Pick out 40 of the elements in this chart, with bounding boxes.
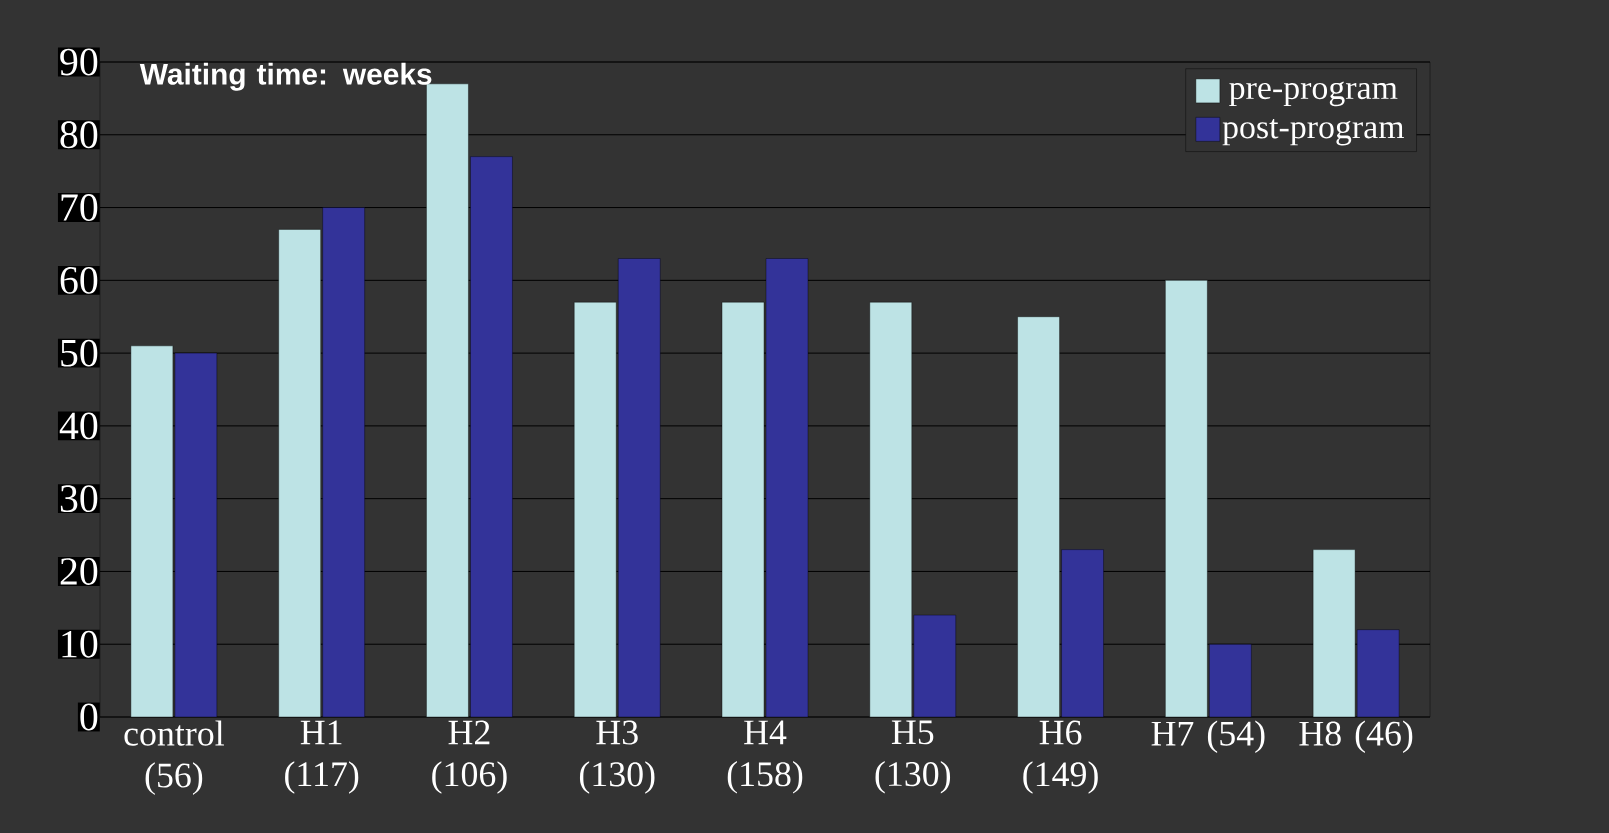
y-tick-label: 50 bbox=[61, 339, 98, 367]
bar bbox=[722, 302, 765, 717]
bar bbox=[766, 258, 808, 717]
y-tick-label: 40 bbox=[59, 412, 98, 440]
x-tick-label: control (56) bbox=[124, 720, 224, 795]
chart-title: Waiting time: weeks bbox=[139, 62, 432, 91]
y-tick-label: 30 bbox=[60, 485, 98, 513]
bar bbox=[426, 83, 469, 717]
y-tick-label: 0 bbox=[80, 703, 98, 731]
bar bbox=[1017, 316, 1060, 717]
bar bbox=[913, 615, 956, 717]
bar bbox=[1209, 644, 1252, 717]
bar bbox=[1165, 280, 1208, 717]
x-tick-label: H7 (54) bbox=[1151, 720, 1265, 754]
bar bbox=[618, 258, 661, 717]
y-tick-label: 90 bbox=[60, 48, 98, 76]
x-tick-label: H4 (158) bbox=[727, 720, 803, 794]
x-tick-label: H3 (130) bbox=[579, 720, 655, 794]
x-tick-label: H8 (46) bbox=[1299, 720, 1413, 754]
bar bbox=[130, 345, 173, 717]
x-tick-label: H6 (149) bbox=[1023, 720, 1098, 794]
x-tick-label: H5 (130) bbox=[875, 720, 951, 794]
x-tick-label: H1 (117) bbox=[285, 720, 359, 794]
bar bbox=[322, 207, 365, 717]
bar bbox=[1061, 549, 1104, 717]
bar bbox=[869, 302, 912, 717]
y-tick-label: 10 bbox=[62, 630, 98, 658]
y-tick-label: 70 bbox=[61, 194, 98, 221]
bar bbox=[1356, 629, 1400, 717]
x-tick-label: H2 (106) bbox=[432, 720, 507, 794]
y-tick-label: 60 bbox=[60, 266, 98, 294]
bar bbox=[470, 156, 513, 717]
bar bbox=[574, 302, 617, 717]
legend-label: post-program bbox=[1222, 119, 1405, 146]
y-tick-label: 20 bbox=[60, 558, 98, 585]
bar bbox=[1312, 549, 1356, 717]
y-tick-label: 80 bbox=[60, 121, 98, 149]
bar bbox=[278, 229, 321, 717]
legend-label: pre-program bbox=[1229, 81, 1398, 107]
bar bbox=[174, 353, 217, 717]
